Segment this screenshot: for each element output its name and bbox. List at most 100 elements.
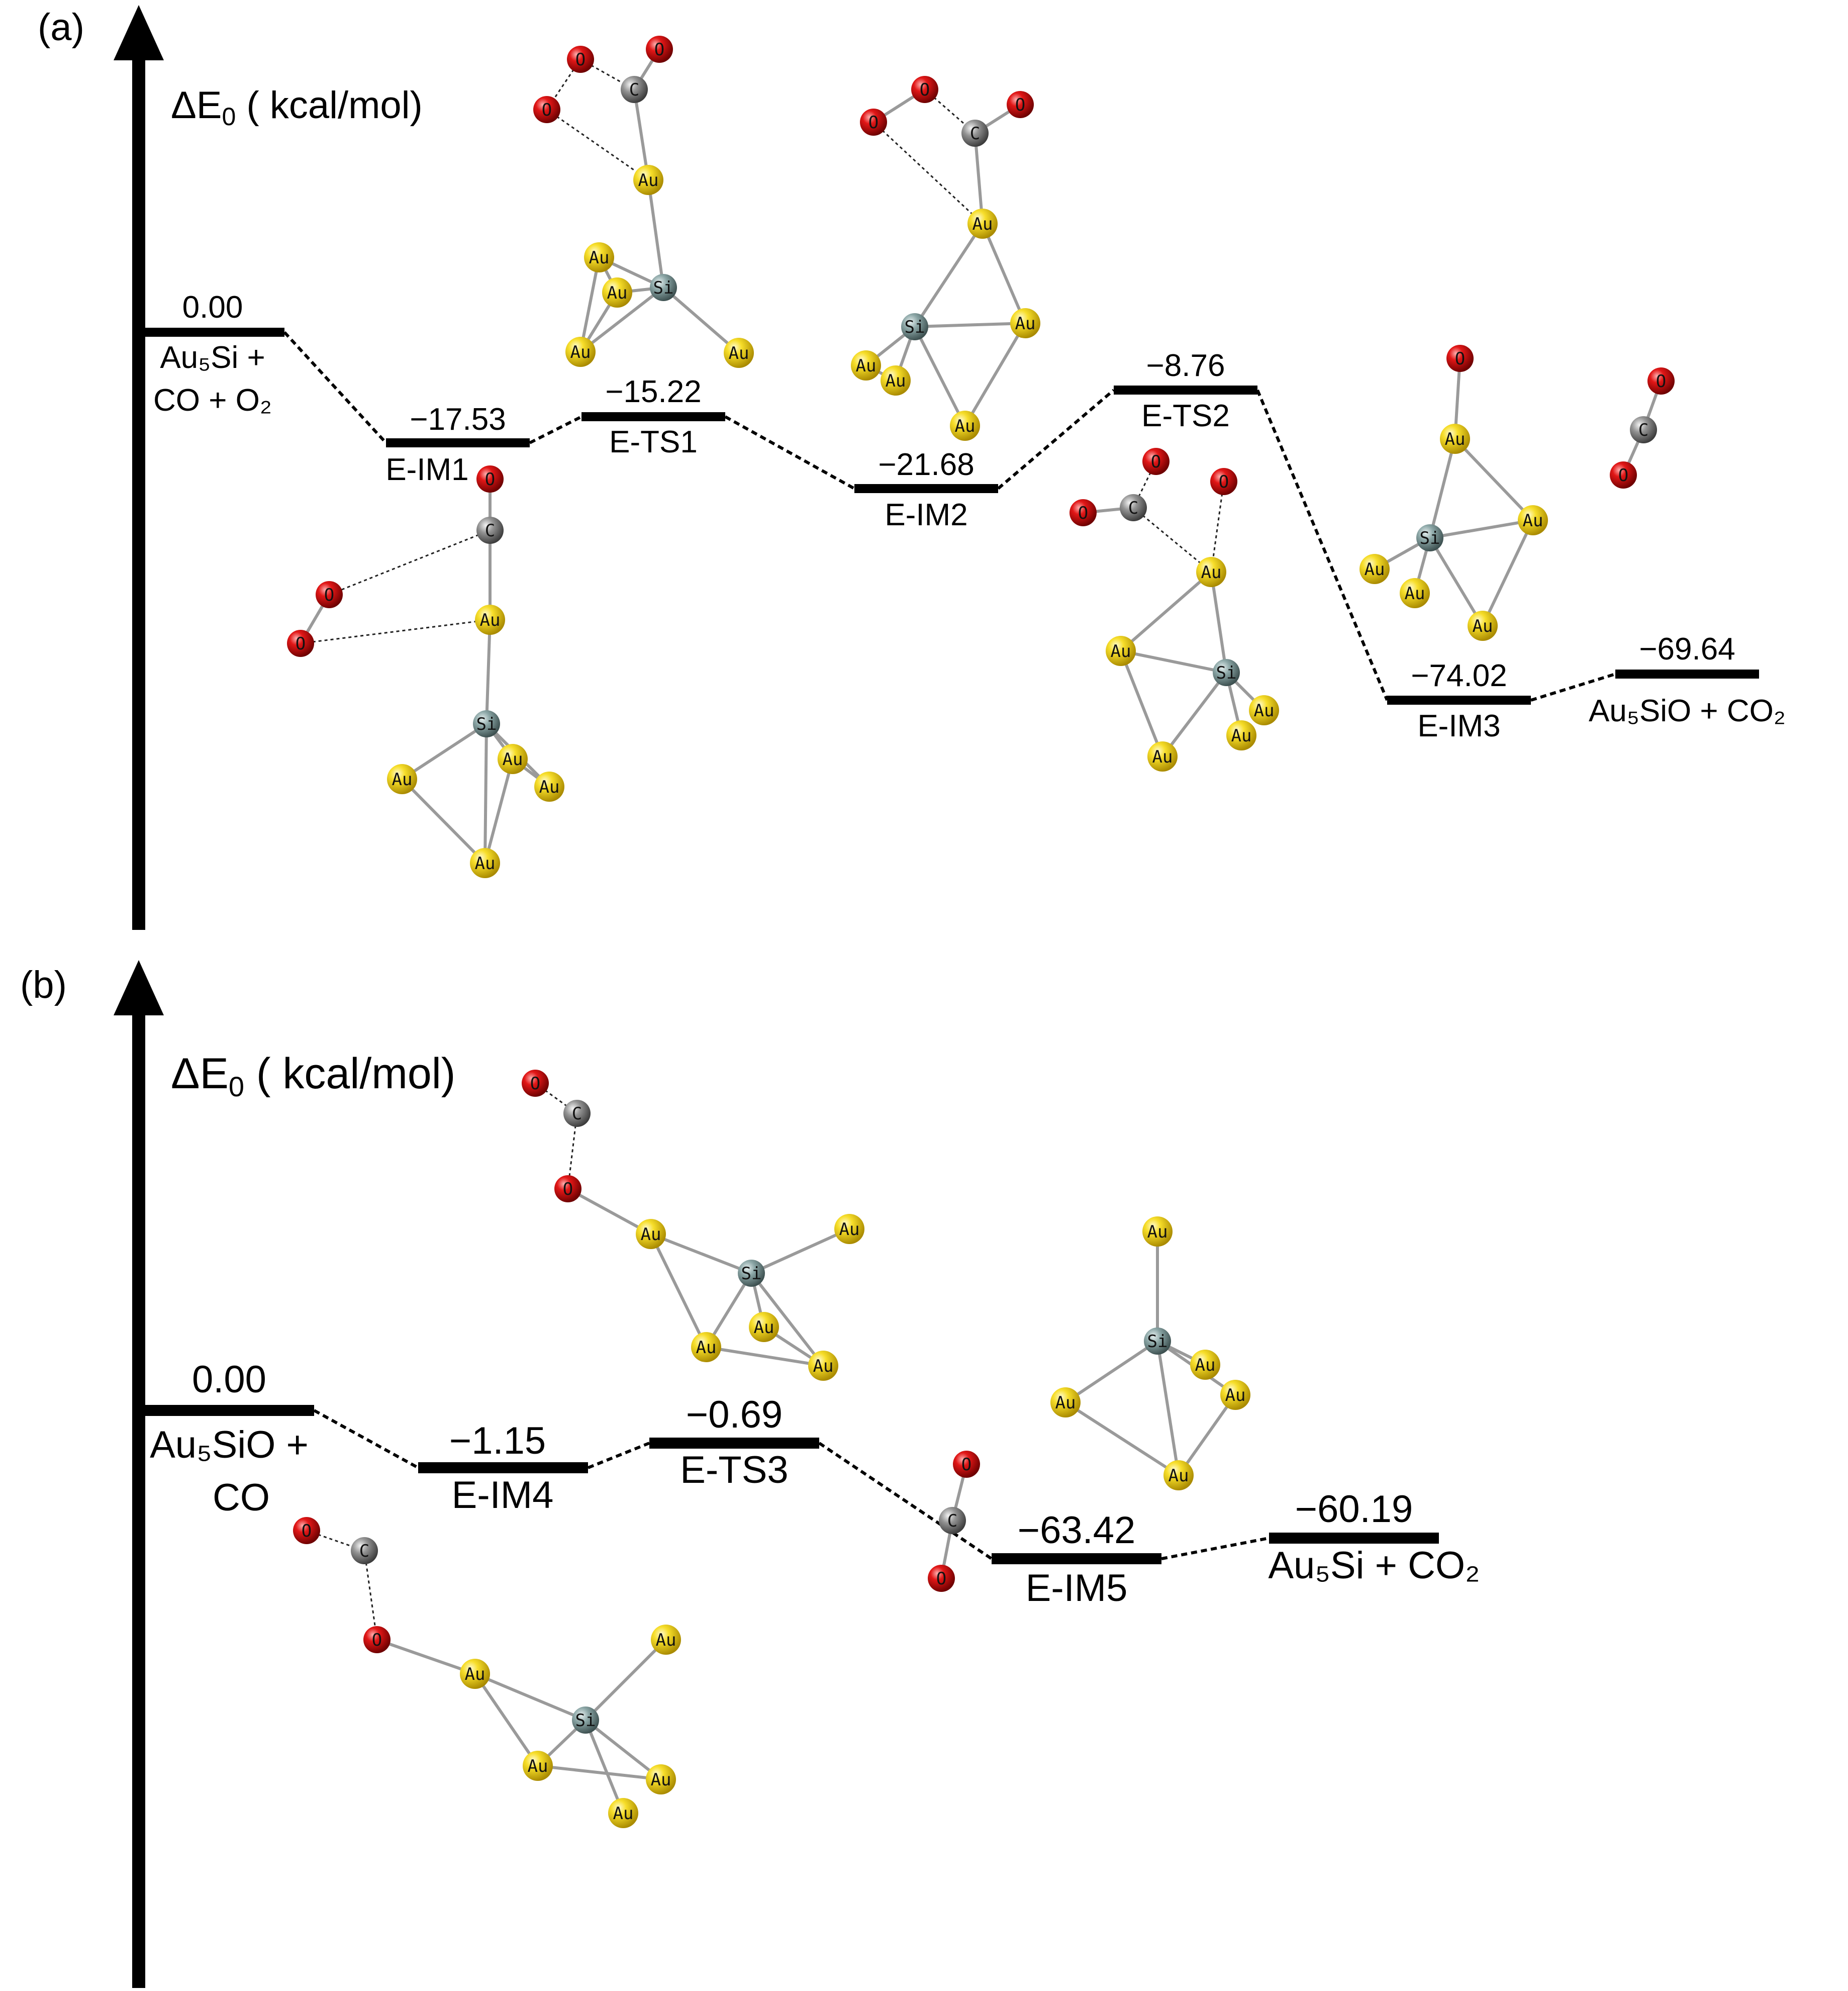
bond [1428,438,1456,538]
atom-o: O [363,1626,391,1653]
atom-label: Au [651,1770,671,1790]
atom-label: Au [1055,1393,1076,1413]
atom-label: Au [729,343,749,363]
atom-label: C [629,80,639,100]
atom-label: C [485,521,495,541]
bond [1429,519,1533,539]
energy-value: 0.00 [182,290,243,325]
level-label: Au₅SiO + [150,1424,309,1466]
atom-au: Au [1106,636,1136,666]
atom-au: Au [1226,720,1256,750]
atom-au: Au [602,277,632,308]
bond [567,1187,652,1236]
level-bar [1269,1533,1439,1544]
connector [283,331,387,444]
atom-au: Au [460,1659,490,1689]
atom-c: C [621,76,648,103]
atom-au: Au [1142,1216,1173,1247]
bond [1210,572,1228,673]
atom-o: O [316,581,343,608]
atom-label: Au [480,610,501,630]
connector [587,1442,650,1469]
atom-si: Si [738,1260,765,1287]
atom-label: O [563,1179,573,1199]
atom-o: O [522,1070,549,1097]
atom-label: Au [1225,1385,1246,1405]
connector [313,1409,419,1469]
level-bar [581,412,725,421]
molecule-e-ts3: O C O Au Si Au Au Au Au [522,1070,864,1381]
bond [1119,650,1164,757]
atom-label: Si [905,317,925,337]
atom-o: O [293,1517,320,1544]
bond [914,322,1026,328]
atom-label: Au [886,371,906,391]
atom-au: Au [881,365,911,396]
bond [584,1719,625,1814]
atom-label: Au [1473,616,1493,636]
atom-label: Au [1015,314,1036,334]
bond [579,286,664,353]
atom-label: O [936,1569,946,1589]
atom-label: Au [641,1224,661,1245]
energy-value: −63.42 [1018,1509,1136,1552]
atom-label: Au [972,214,993,234]
energy-value: −0.69 [686,1393,783,1436]
bond [483,723,488,864]
atom-c: C [1120,494,1147,521]
atom-label: Au [1445,429,1466,449]
level-label: E-IM5 [1026,1567,1128,1609]
atom-au: Au [1010,308,1040,338]
atom-label: Si [653,278,674,298]
atom-label: Au [696,1338,717,1358]
atom-au: Au [1050,1387,1081,1417]
bond [1428,537,1484,627]
axis-title-b: ΔE0 ( kcal/mol) [171,1050,455,1102]
atom-label: O [1219,472,1229,492]
atom-o: O [1142,448,1170,475]
bond [401,778,487,865]
atom-o: O [554,1175,581,1202]
atom-si: Si [1416,524,1443,551]
atom-label: O [1015,95,1025,115]
atom-si: Si [473,710,500,737]
bond [1156,1341,1180,1476]
atom-o: O [476,465,504,493]
atom-label: O [961,1455,971,1475]
atom-au: Au [523,1751,553,1781]
axis-b [114,960,164,1988]
bond [585,1719,662,1781]
level-bar [649,1438,819,1449]
bond [647,179,665,288]
atom-o: O [287,630,314,657]
energy-value: −17.53 [410,402,506,437]
atom-label: O [372,1630,382,1650]
connector [997,389,1115,490]
bond [1133,507,1212,573]
bond [1177,1394,1237,1476]
atom-label: O [485,469,495,490]
bond [473,1673,539,1767]
bond [401,722,488,781]
bond [1120,571,1212,652]
connector [724,415,855,490]
atom-label: Au [475,854,496,874]
atom-c: C [476,517,504,544]
bond [750,1272,825,1367]
level-label: E-IM2 [885,498,967,532]
molecule-e-im3: O Au Si Au Au Au Au O C O [1359,345,1675,641]
atom-label: O [324,585,334,605]
molecule-e-im1: O C O O Au Si Au Au Au Au [287,465,564,878]
level-label: E-IM3 [1417,709,1500,743]
bond [974,133,984,224]
atom-label: Au [607,283,628,303]
atom-label: Si [741,1264,762,1284]
atom-label: Au [539,777,560,797]
atom-label: Au [1231,726,1252,746]
bond [963,322,1027,427]
level-label: Au₅Si + CO₂ [1268,1544,1480,1587]
axis-a [114,5,164,930]
atom-label: Au [613,1804,634,1824]
atom-au: Au [1220,1380,1250,1410]
